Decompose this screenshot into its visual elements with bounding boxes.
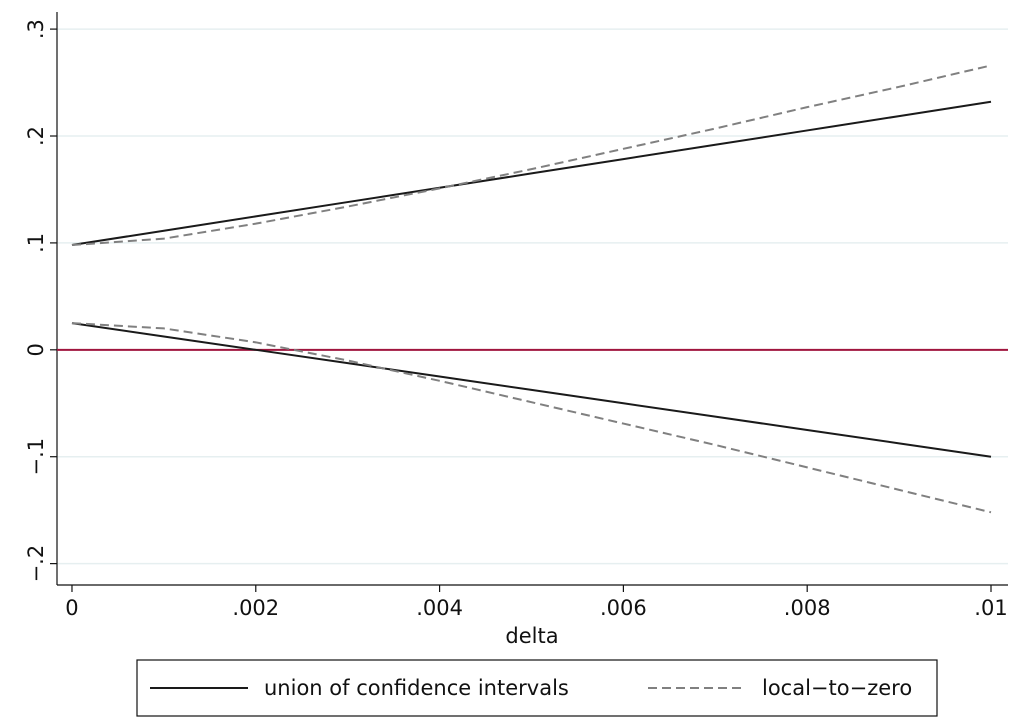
x-tick-label: .008 bbox=[784, 596, 831, 620]
legend-label: union of confidence intervals bbox=[264, 676, 569, 700]
series-line bbox=[71, 322, 992, 514]
y-tick-label: 0 bbox=[24, 343, 48, 356]
series-line bbox=[71, 64, 992, 247]
series-line bbox=[71, 100, 992, 247]
legend-box bbox=[136, 659, 938, 717]
x-axis-label: delta bbox=[505, 624, 558, 648]
y-tick-label: −.2 bbox=[24, 545, 48, 583]
series-line bbox=[71, 322, 992, 458]
x-tick-label: .006 bbox=[600, 596, 647, 620]
y-tick-label: −.1 bbox=[24, 438, 48, 476]
legend-label: local−to−zero bbox=[762, 676, 912, 700]
x-tick-label: .002 bbox=[232, 596, 279, 620]
x-tick-label: .01 bbox=[974, 596, 1007, 620]
x-tick-label: .004 bbox=[416, 596, 463, 620]
y-tick-label: .3 bbox=[24, 19, 48, 39]
y-tick-label: .1 bbox=[24, 233, 48, 253]
x-tick-label: 0 bbox=[65, 596, 78, 620]
y-tick-label: .2 bbox=[24, 126, 48, 146]
